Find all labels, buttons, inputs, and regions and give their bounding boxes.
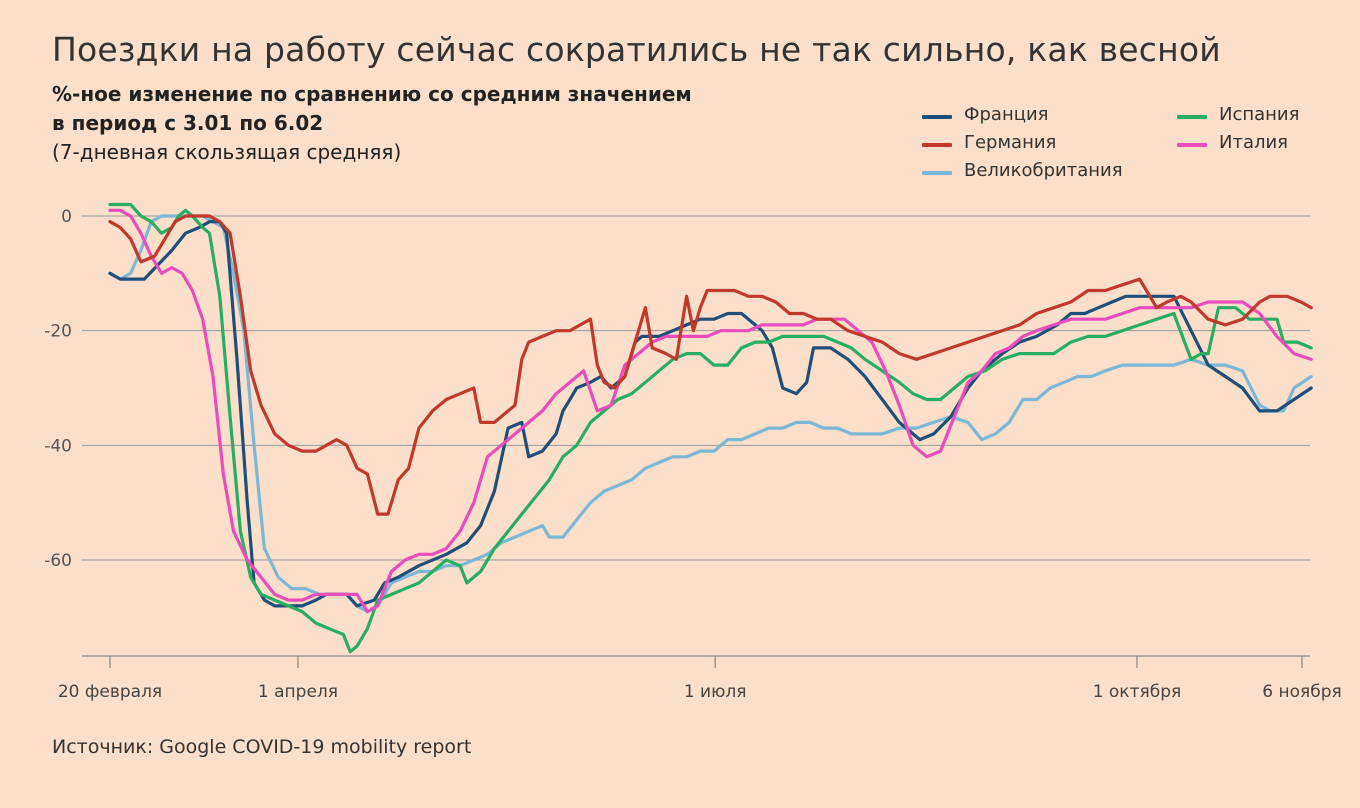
legend-label-spain: Испания: [1219, 104, 1300, 125]
x-tick-label-4: 6 ноября: [1262, 682, 1341, 702]
legend-swatch-italy: [1177, 143, 1207, 147]
y-tick-label-1: -20: [44, 322, 72, 342]
x-tick-label-2: 1 июля: [684, 682, 747, 702]
x-tick-label-1: 1 апреля: [258, 682, 338, 702]
legend-swatch-uk: [922, 171, 952, 175]
legend-label-italy: Италия: [1219, 132, 1289, 153]
chart-subtitle: %-ное изменение по сравнению со средним …: [52, 80, 692, 167]
legend-label-uk: Великобритания: [964, 160, 1123, 181]
y-tick-label-0: 0: [61, 207, 72, 227]
source-note: Источник: Google COVID-19 mobility repor…: [52, 736, 472, 758]
legend-swatch-spain: [1177, 115, 1207, 119]
subtitle-line-1: %-ное изменение по сравнению со средним …: [52, 82, 692, 106]
subtitle-line-3: (7-дневная скользящая средняя): [52, 140, 402, 164]
legend-label-france: Франция: [964, 104, 1049, 125]
legend-swatch-france: [922, 115, 952, 119]
x-tick-label-0: 20 февраля: [58, 682, 162, 702]
legend-label-germany: Германия: [964, 132, 1057, 153]
y-tick-label-3: -60: [44, 551, 72, 571]
legend-swatch-germany: [922, 143, 952, 147]
y-tick-label-2: -40: [44, 436, 72, 456]
series-line-великобритания: [108, 214, 1313, 614]
series-line-италия: [108, 208, 1313, 614]
subtitle-line-2: в период с 3.01 по 6.02: [52, 111, 324, 135]
series-line-германия: [108, 214, 1313, 516]
chart-title: Поездки на работу сейчас сократились не …: [52, 30, 1221, 69]
series-line-франция: [108, 220, 1313, 608]
x-tick-label-3: 1 октября: [1093, 682, 1182, 702]
series-line-испания: [108, 202, 1313, 654]
